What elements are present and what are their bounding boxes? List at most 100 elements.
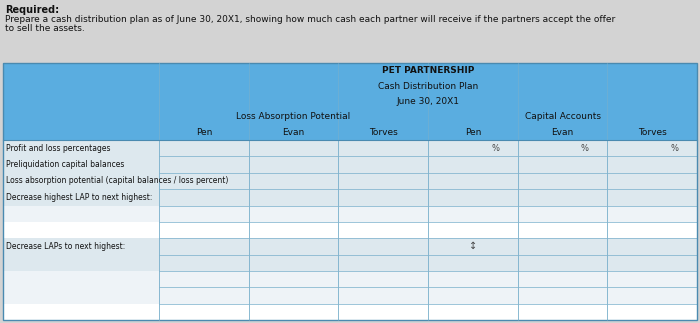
Bar (338, 205, 428, 222)
Bar (3, 222, 697, 238)
Bar (3, 287, 697, 304)
Bar (518, 287, 608, 304)
Bar (428, 304, 518, 320)
Bar (428, 173, 518, 189)
Bar (3, 173, 697, 189)
Bar (3, 125, 697, 140)
Text: %: % (581, 144, 589, 153)
Text: Cash Distribution Plan: Cash Distribution Plan (378, 82, 478, 91)
Bar (608, 156, 697, 173)
Bar (3, 173, 159, 189)
Bar (248, 304, 338, 320)
Bar (518, 304, 608, 320)
Bar (248, 173, 338, 189)
Bar (608, 271, 697, 287)
Text: Profit and loss percentages: Profit and loss percentages (6, 144, 111, 153)
Bar (248, 238, 338, 255)
Text: Required:: Required: (5, 5, 59, 15)
Bar (248, 255, 338, 271)
Bar (608, 140, 697, 156)
Bar (338, 173, 428, 189)
Bar (338, 140, 428, 156)
Bar (338, 238, 428, 255)
Bar (3, 238, 697, 255)
Bar (3, 94, 697, 109)
Bar (159, 222, 248, 238)
Bar (248, 140, 338, 156)
Bar (3, 140, 159, 156)
Text: Prepare a cash distribution plan as of June 30, 20X1, showing how much cash each: Prepare a cash distribution plan as of J… (5, 15, 615, 24)
Bar (608, 287, 697, 304)
Bar (159, 255, 248, 271)
Bar (608, 205, 697, 222)
Bar (248, 271, 338, 287)
Text: Decrease highest LAP to next highest:: Decrease highest LAP to next highest: (6, 193, 153, 202)
Bar (518, 189, 608, 205)
Bar (338, 156, 428, 173)
Text: to sell the assets.: to sell the assets. (5, 24, 85, 33)
Text: Preliquidation capital balances: Preliquidation capital balances (6, 160, 125, 169)
Bar (428, 140, 518, 156)
Bar (3, 222, 159, 238)
Bar (248, 156, 338, 173)
Bar (518, 140, 608, 156)
Bar (428, 271, 518, 287)
Bar (3, 78, 697, 94)
Text: ↕: ↕ (469, 241, 477, 251)
Bar (608, 238, 697, 255)
Bar (3, 156, 697, 173)
Bar (518, 222, 608, 238)
Text: Loss absorption potential (capital balances / loss percent): Loss absorption potential (capital balan… (6, 176, 228, 185)
Bar (3, 140, 697, 156)
Bar (3, 304, 697, 320)
Bar (3, 255, 159, 271)
Text: Decrease LAPs to next highest:: Decrease LAPs to next highest: (6, 242, 125, 251)
Bar (608, 222, 697, 238)
Text: Evan: Evan (283, 128, 304, 137)
Bar (518, 238, 608, 255)
Bar (3, 205, 697, 222)
Bar (338, 304, 428, 320)
Bar (248, 222, 338, 238)
Text: PET PARTNERSHIP: PET PARTNERSHIP (382, 66, 475, 75)
Bar (159, 287, 248, 304)
Bar (3, 63, 697, 78)
Bar (3, 63, 697, 320)
Bar (159, 205, 248, 222)
Bar (3, 189, 697, 205)
Text: Pen: Pen (196, 128, 212, 137)
Bar (3, 255, 697, 271)
Bar (248, 205, 338, 222)
Bar (3, 109, 697, 125)
Bar (338, 271, 428, 287)
Bar (608, 304, 697, 320)
Bar (3, 205, 159, 222)
Text: Loss Absorption Potential: Loss Absorption Potential (237, 112, 351, 121)
Bar (3, 156, 159, 173)
Bar (428, 255, 518, 271)
Bar (518, 255, 608, 271)
Bar (608, 173, 697, 189)
Bar (428, 205, 518, 222)
Bar (159, 238, 248, 255)
Text: Torves: Torves (369, 128, 398, 137)
Bar (159, 173, 248, 189)
Bar (159, 304, 248, 320)
Bar (338, 189, 428, 205)
Bar (159, 189, 248, 205)
Text: %: % (491, 144, 499, 153)
Bar (608, 189, 697, 205)
Text: Evan: Evan (552, 128, 574, 137)
Bar (428, 156, 518, 173)
Text: %: % (671, 144, 678, 153)
Bar (338, 255, 428, 271)
Bar (338, 222, 428, 238)
Bar (3, 304, 159, 320)
Bar (159, 156, 248, 173)
Bar (3, 271, 159, 287)
Bar (248, 189, 338, 205)
Bar (428, 189, 518, 205)
Text: June 30, 20X1: June 30, 20X1 (397, 97, 460, 106)
Bar (428, 287, 518, 304)
Text: Torves: Torves (638, 128, 666, 137)
